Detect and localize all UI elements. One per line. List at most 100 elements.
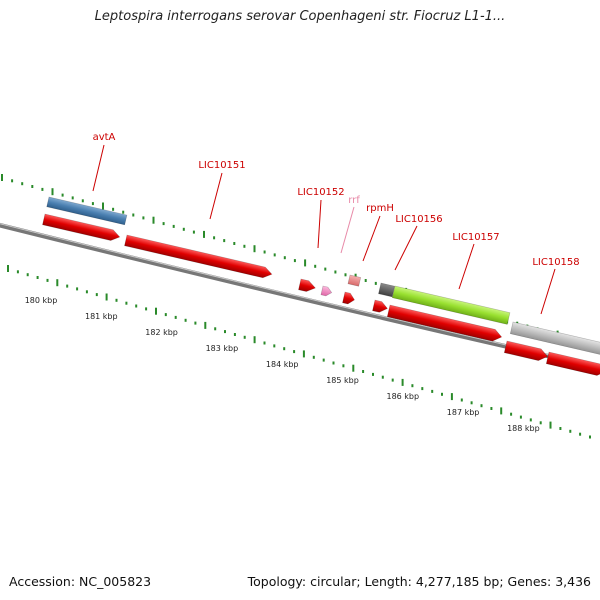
- lic10156-dark-feature[interactable]: [378, 282, 395, 298]
- inner-tick: [184, 318, 187, 322]
- lic10152-cds-arrow[interactable]: [298, 278, 317, 293]
- inner-tick: [342, 364, 345, 368]
- inner-tick: [135, 304, 138, 308]
- inner-tick: [105, 293, 108, 301]
- accession-text: Accession: NC_005823: [9, 574, 152, 589]
- inner-tick: [204, 321, 207, 329]
- label-connector-line: [209, 172, 223, 220]
- outer-tick: [334, 270, 337, 274]
- outer-tick: [132, 213, 135, 217]
- label-connector-line: [317, 199, 322, 249]
- outer-tick: [304, 259, 307, 267]
- outer-tick: [122, 210, 125, 214]
- avtA-cds-arrow[interactable]: [42, 213, 121, 242]
- inner-tick: [194, 321, 197, 325]
- outer-tick: [203, 230, 205, 238]
- label-connector-line: [458, 243, 475, 290]
- lic10151-cds-arrow[interactable]: [124, 234, 274, 280]
- outer-tick: [223, 239, 226, 243]
- inner-tick: [85, 290, 88, 294]
- inner-tick: [263, 341, 266, 345]
- inner-tick: [401, 378, 404, 386]
- inner-tick: [411, 384, 414, 388]
- outer-tick: [364, 279, 367, 282]
- inner-tick: [460, 398, 463, 402]
- outer-tick: [253, 245, 256, 253]
- inner-tick: [243, 335, 246, 339]
- lic10156-green-feature[interactable]: [391, 285, 511, 325]
- inner-tick: [529, 418, 532, 422]
- genome-title: Leptospira interrogans serovar Copenhage…: [94, 9, 506, 24]
- trna-feature[interactable]: [320, 285, 333, 297]
- label-connector-line: [362, 215, 381, 262]
- outer-tick: [314, 264, 317, 268]
- gene-label[interactable]: LIC10157: [452, 232, 499, 243]
- avtA-blue-feature[interactable]: [46, 196, 128, 226]
- inner-tick: [293, 350, 296, 354]
- gene-label[interactable]: avtA: [93, 132, 116, 143]
- inner-tick: [26, 273, 29, 277]
- lic10157-cds-arrow[interactable]: [386, 304, 503, 343]
- gene-label[interactable]: rpmH: [366, 203, 394, 214]
- next-cds-arrow[interactable]: [545, 351, 600, 377]
- gene-label[interactable]: LIC10156: [395, 214, 442, 225]
- kbp-position-label: 180 kbp: [25, 296, 58, 305]
- inner-tick: [579, 432, 582, 436]
- inner-tick: [519, 415, 522, 419]
- gene-label[interactable]: LIC10151: [198, 160, 245, 171]
- outer-tick: [243, 244, 246, 248]
- outer-tick-row: [1, 174, 599, 348]
- gene-label[interactable]: rrf: [348, 195, 360, 206]
- outer-tick: [142, 216, 145, 220]
- outer-tick: [374, 281, 377, 285]
- inner-tick: [283, 347, 286, 351]
- inner-tick: [76, 287, 79, 291]
- inner-tick: [233, 333, 236, 336]
- rrf-rrna-feature[interactable]: [347, 274, 362, 287]
- outer-tick: [11, 179, 14, 183]
- inner-tick: [569, 429, 572, 433]
- outer-tick: [182, 227, 185, 231]
- lic10156-cds-arrow[interactable]: [372, 299, 389, 314]
- outer-tick: [152, 216, 155, 224]
- outer-tick: [21, 182, 24, 186]
- inner-tick: [372, 372, 374, 376]
- inner-tick: [7, 265, 9, 272]
- inner-tick: [174, 315, 177, 319]
- outer-tick: [293, 259, 296, 263]
- inner-tick: [441, 392, 443, 396]
- lic10158-grey-feature[interactable]: [509, 321, 600, 356]
- inner-tick: [115, 298, 118, 302]
- lic10158-cds-arrow[interactable]: [503, 340, 549, 362]
- inner-tick: [352, 364, 355, 372]
- label-connector-line: [340, 206, 355, 254]
- inner-tick: [164, 313, 167, 317]
- rpmh-cds-arrow[interactable]: [342, 291, 356, 305]
- inner-tick: [480, 404, 483, 408]
- inner-tick: [253, 336, 256, 344]
- kbp-position-label: 181 kbp: [85, 312, 118, 321]
- inner-tick: [66, 284, 69, 288]
- kbp-position-label: 187 kbp: [447, 408, 480, 417]
- outer-tick: [71, 196, 74, 200]
- inner-tick: [510, 412, 513, 416]
- kbp-scale: 180 kbp 181 kbp 182 kbp 183 kbp 184 kbp 185 k…: [25, 296, 540, 433]
- inner-tick: [431, 389, 434, 393]
- inner-tick: [381, 375, 384, 379]
- outer-tick: [263, 250, 266, 254]
- inner-tick: [46, 278, 49, 282]
- inner-tick: [145, 307, 148, 311]
- inner-tick: [125, 301, 128, 305]
- gene-label[interactable]: LIC10152: [297, 187, 344, 198]
- label-connector-line: [394, 225, 418, 271]
- label-connector-line: [540, 268, 556, 315]
- inner-tick: [421, 387, 424, 391]
- kbp-position-label: 185 kbp: [326, 376, 359, 385]
- inner-tick: [589, 435, 591, 439]
- gene-label[interactable]: LIC10158: [532, 257, 579, 268]
- feature-track: [42, 196, 600, 377]
- inner-tick: [273, 344, 276, 348]
- inner-tick: [362, 370, 365, 373]
